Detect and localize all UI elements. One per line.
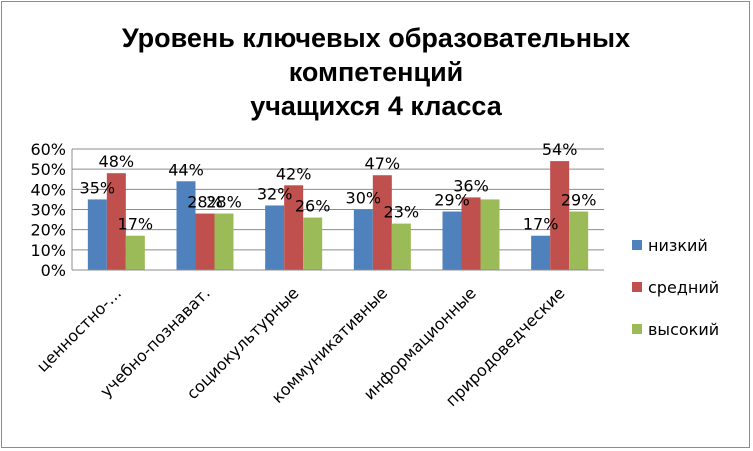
- data-labels: 35%48%17%44%28%28% 32%42%26% 30%47%23%29%3…: [80, 140, 597, 234]
- legend-swatch-0: [632, 240, 642, 250]
- bar-низкий-2: [265, 205, 285, 270]
- bar-средний-5: [550, 161, 570, 270]
- y-tick-label: 60%: [30, 140, 66, 159]
- data-label: 32%: [257, 184, 293, 203]
- bar-средний-0: [106, 173, 126, 270]
- y-tick-label: 20%: [30, 221, 66, 240]
- bar-низкий-5: [531, 235, 551, 270]
- legend-label-0: низкий: [648, 236, 708, 255]
- bars: [87, 161, 589, 270]
- x-axis: [71, 149, 604, 271]
- bar-низкий-3: [353, 209, 373, 270]
- y-tick-label: 10%: [30, 241, 66, 260]
- data-label: 42%: [276, 164, 312, 183]
- bar-средний-1: [195, 213, 215, 270]
- bar-средний-2: [284, 185, 304, 270]
- chart-title-line-1: Уровень ключевых образовательных: [122, 23, 630, 53]
- legend-swatch-2: [632, 324, 642, 334]
- legend-swatch-1: [632, 282, 642, 292]
- bar-высокий-3: [391, 223, 411, 270]
- data-label: 54%: [542, 140, 578, 159]
- y-tick-label: 30%: [30, 201, 66, 220]
- category-labels: ценностно-…учебно-познават.социокультурн…: [33, 283, 569, 410]
- data-label: 28%: [206, 193, 242, 212]
- data-label: 47%: [365, 154, 401, 173]
- data-label: 29%: [434, 191, 470, 210]
- data-label: 26%: [295, 197, 331, 216]
- data-label: 48%: [99, 152, 135, 171]
- legend-label-2: высокий: [648, 320, 719, 339]
- bar-средний-4: [461, 197, 481, 270]
- data-label: 44%: [168, 160, 204, 179]
- y-axis-ticks: 0%10%20%30% 40%50%60%: [30, 140, 66, 280]
- bar-высокий-1: [214, 213, 234, 270]
- data-label: 17%: [523, 215, 559, 234]
- bar-высокий-2: [303, 217, 323, 270]
- legend: низкий средний высокий: [632, 236, 719, 339]
- data-label: 23%: [384, 203, 420, 222]
- y-tick-label: 0%: [41, 261, 66, 280]
- data-label: 28%: [187, 193, 223, 212]
- chart-title-line-2: компетенций: [289, 57, 464, 87]
- data-label: 36%: [453, 176, 489, 195]
- gridlines: [72, 148, 604, 271]
- bar-низкий-4: [442, 211, 462, 270]
- category-label: ценностно-…: [33, 283, 125, 375]
- data-label: 30%: [346, 189, 382, 208]
- bar-высокий-0: [125, 235, 145, 270]
- y-tick-label: 50%: [30, 160, 66, 179]
- bar-высокий-4: [480, 199, 500, 270]
- data-label: 35%: [80, 178, 116, 197]
- bar-средний-3: [372, 175, 392, 270]
- bar-низкий-0: [87, 199, 107, 270]
- legend-label-1: средний: [648, 278, 719, 297]
- data-label: 29%: [561, 191, 597, 210]
- y-tick-label: 40%: [30, 180, 66, 199]
- bar-высокий-5: [569, 211, 589, 270]
- bar-низкий-1: [176, 181, 196, 270]
- chart-title-line-3: учащихся 4 класса: [250, 91, 503, 121]
- data-label: 17%: [118, 215, 154, 234]
